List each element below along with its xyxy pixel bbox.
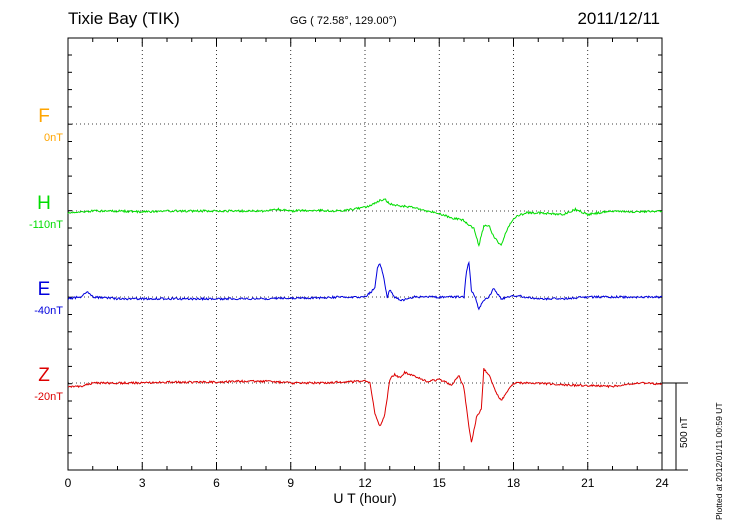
series-h-baseline: -110nT (29, 219, 63, 231)
chart-grid (68, 38, 662, 470)
series-lines (67, 198, 663, 443)
coordinates-label: GG ( 72.58°, 129.00°) (290, 15, 397, 27)
series-z-line (68, 368, 663, 443)
series-e-label: E (38, 279, 51, 300)
series-e-baseline: -40nT (34, 305, 63, 317)
series-labels: F 0nT H -110nT E -40nT Z -20nT (29, 106, 63, 403)
x-axis-title: U T (hour) (333, 490, 396, 506)
x-tick-label: 6 (213, 476, 220, 490)
x-tick-label: 24 (655, 476, 669, 490)
x-tick-label: 15 (433, 476, 447, 490)
x-tick-label: 21 (581, 476, 595, 490)
series-h-line (67, 198, 663, 247)
x-tick-label: 3 (139, 476, 146, 490)
series-e-line (67, 260, 663, 311)
x-axis-ticks: 0 3 6 9 12 15 18 21 24 (65, 38, 669, 490)
x-tick-label: 18 (507, 476, 521, 490)
x-tick-label: 12 (358, 476, 372, 490)
station-title: Tixie Bay (TIK) (68, 9, 180, 28)
scale-bar (662, 382, 688, 471)
x-tick-label: 0 (65, 476, 72, 490)
series-z-label: Z (38, 365, 50, 386)
date-label: 2011/12/11 (577, 9, 660, 28)
series-f-baseline: 0nT (44, 132, 63, 144)
series-h-label: H (37, 193, 51, 214)
x-tick-label: 9 (287, 476, 294, 490)
series-z-baseline: -20nT (34, 391, 63, 403)
series-f-label: F (38, 106, 50, 127)
